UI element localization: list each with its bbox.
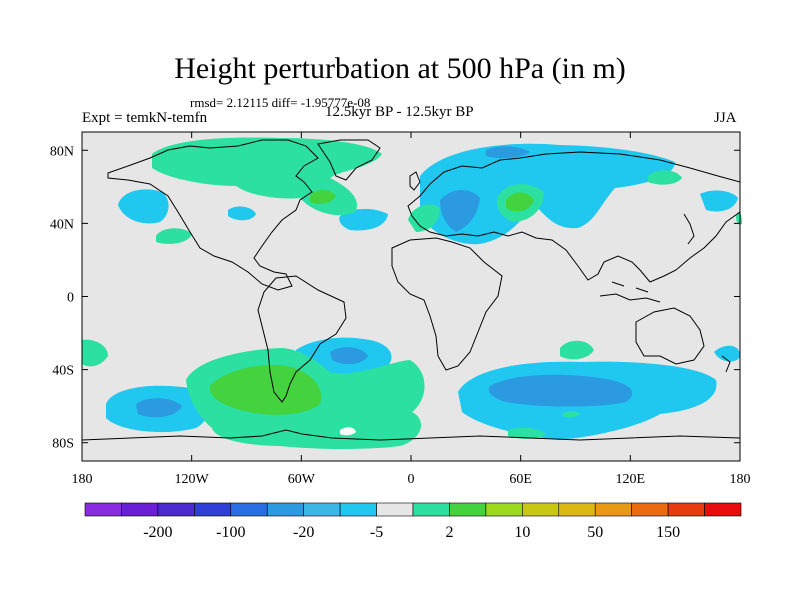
colorbar-label: 50 — [587, 524, 603, 541]
anomaly-region-small-indian — [562, 411, 580, 418]
coast-indonesia — [599, 281, 661, 303]
colorbar-swatch — [667, 502, 705, 517]
colorbar-swatch — [631, 502, 669, 517]
coast-uk — [409, 171, 421, 191]
lat-axis: 80N 40N 0 40S 80S — [50, 144, 740, 452]
lat-tick-label: 40N — [50, 217, 74, 232]
colorbar-swatch — [266, 502, 304, 517]
lon-tick-label: 120E — [616, 472, 646, 487]
colorbar-swatch — [303, 502, 341, 517]
experiment-label: Expt = temkN-temfn — [82, 110, 208, 126]
colorbar-swatch — [558, 502, 596, 517]
coastlines — [81, 139, 741, 441]
coast-north-america — [107, 139, 319, 291]
anomaly-core-central-asia — [506, 192, 534, 212]
colorbar-swatch — [412, 502, 450, 517]
anomaly-region-n-pacific — [156, 228, 192, 244]
plot-title: Height perturbation at 500 hPa (in m) — [174, 52, 626, 85]
colorbar-label: -20 — [293, 524, 314, 541]
anomaly-region-s-pacific-west — [82, 339, 108, 367]
colorbar-label: -200 — [143, 524, 172, 541]
colorbar-swatch — [704, 502, 742, 517]
anomaly-region-n-canada — [228, 206, 256, 221]
colorbar-swatch — [230, 502, 268, 517]
colorbar-swatch — [121, 502, 159, 517]
lon-axis: 180 120W 60W 0 60E 120E 180 — [72, 132, 751, 487]
anomaly-region-w-europe — [408, 204, 440, 232]
anomaly-core-southern-indian — [488, 374, 633, 407]
colorbar-label: -5 — [370, 524, 383, 541]
lat-tick-label: 80S — [52, 437, 74, 452]
colorbar-swatch — [485, 502, 523, 517]
coast-nz — [721, 355, 731, 373]
anomaly-core-south-pacific — [136, 398, 182, 418]
anomaly-region-nz — [714, 345, 740, 362]
coast-south-america — [257, 275, 347, 403]
coast-africa — [391, 237, 503, 371]
anomaly-hole-antarctic — [340, 427, 356, 436]
stats-label: rmsd= 2.12115 diff= -1.95777e-08 — [190, 95, 371, 110]
anomaly-core-south-atlantic — [330, 347, 368, 365]
anomaly-core-europe — [440, 189, 480, 232]
anomaly-region-pacific-nw — [118, 189, 169, 224]
anomaly-region-antarctic-strip — [508, 427, 546, 439]
anomaly-region-east-asia — [700, 190, 738, 212]
colorbar: -200 -100 -20 -5 2 10 50 150 — [84, 502, 742, 541]
lon-tick-label: 60W — [288, 472, 316, 487]
coast-japan — [683, 213, 695, 245]
colorbar-swatch — [157, 502, 195, 517]
lat-tick-label: 80N — [50, 144, 74, 159]
colorbar-label: 2 — [445, 524, 453, 541]
colorbar-swatch — [594, 502, 632, 517]
colorbar-label: -100 — [216, 524, 245, 541]
colorbar-swatch — [339, 502, 377, 517]
lon-tick-label: 120W — [175, 472, 210, 487]
anomaly-field — [82, 137, 742, 449]
colorbar-label: 10 — [514, 524, 530, 541]
coast-antarctica — [81, 429, 741, 441]
coast-greenland — [317, 139, 381, 181]
colorbar-swatch — [194, 502, 232, 517]
anomaly-core-north-america — [310, 190, 336, 204]
period-label: 12.5kyr BP - 12.5kyr BP — [325, 104, 474, 120]
anomaly-region-ne-asia — [648, 170, 682, 185]
coast-europe-asia — [407, 151, 741, 283]
lon-tick-label: 60E — [509, 472, 532, 487]
map-panel: 80N 40N 0 40S 80S 180 120W 60W 0 60E 120E 180 — [50, 131, 751, 487]
lon-tick-label: 0 — [408, 472, 415, 487]
anomaly-region-mid-atlantic — [339, 208, 388, 231]
colorbar-swatch — [522, 502, 560, 517]
colorbar-swatch — [449, 502, 487, 517]
anomaly-region-north-atlantic-europe — [420, 143, 675, 245]
colorbar-swatch — [84, 502, 122, 517]
anomaly-region-india-ocean — [560, 340, 594, 360]
season-label: JJA — [714, 110, 737, 126]
lon-tick-label: 180 — [730, 472, 751, 487]
coast-australia — [635, 307, 705, 365]
lat-tick-label: 40S — [52, 364, 74, 379]
lon-tick-label: 180 — [72, 472, 93, 487]
anomaly-core-arctic — [486, 146, 530, 159]
lat-tick-label: 0 — [67, 291, 74, 306]
colorbar-swatch — [376, 502, 414, 517]
colorbar-label: 150 — [656, 524, 680, 541]
